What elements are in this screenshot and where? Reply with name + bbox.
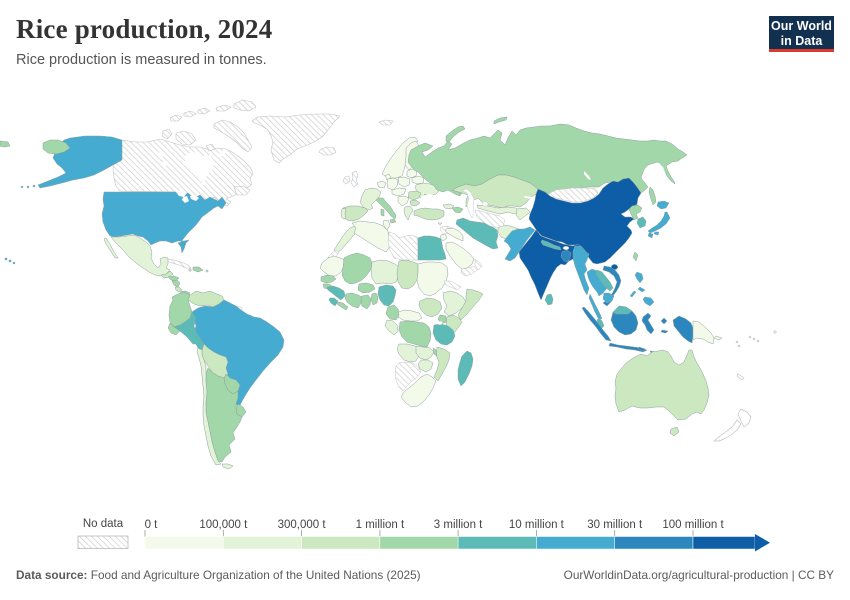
svg-text:300,000 t: 300,000 t [278,519,327,531]
svg-text:1 million t: 1 million t [356,519,405,531]
svg-text:30 million t: 30 million t [587,519,643,531]
svg-text:100,000 t: 100,000 t [199,519,248,531]
svg-text:3 million t: 3 million t [434,519,483,531]
svg-text:No data: No data [83,518,124,530]
svg-text:10 million t: 10 million t [509,519,565,531]
svg-text:100 million t: 100 million t [662,519,724,531]
svg-text:0 t: 0 t [145,519,159,531]
